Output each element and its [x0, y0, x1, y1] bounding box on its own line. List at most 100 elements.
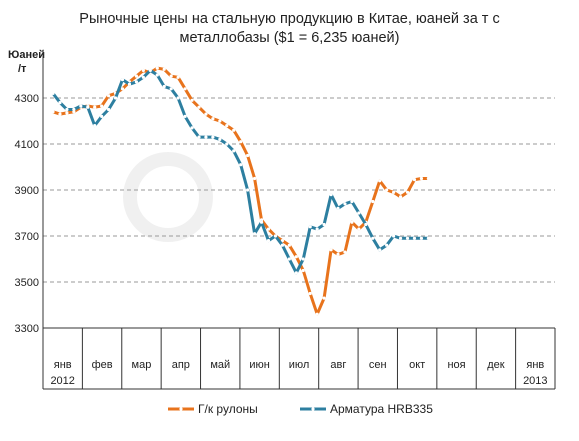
series-point	[343, 250, 347, 254]
legend-label: Г/к рулоны	[198, 402, 258, 416]
series-point	[280, 243, 284, 247]
series-point	[239, 140, 243, 144]
series-point	[148, 68, 152, 72]
series-point	[100, 104, 104, 108]
axis-layer: 3300 3500 3700 3900 4100 4300 янв 2012 фев мар апр…	[15, 50, 556, 390]
series-point	[336, 252, 340, 256]
series-point	[385, 243, 389, 247]
series-point	[113, 96, 118, 100]
y-tick-label: 3700	[15, 231, 39, 243]
series-point	[176, 96, 180, 100]
series-point	[51, 91, 55, 95]
series-point	[273, 234, 278, 238]
series-point	[100, 114, 104, 118]
series-point	[162, 84, 166, 89]
series-point	[225, 124, 229, 128]
x-tick-label: янв	[54, 359, 72, 371]
x-tick-label: июн	[249, 359, 269, 371]
series-point	[329, 193, 333, 197]
series-point	[294, 271, 298, 275]
x-year-label: 2013	[523, 375, 547, 387]
x-tick-label: май	[210, 359, 230, 371]
legend-swatch-marker	[179, 407, 183, 411]
x-tick-label: июл	[289, 359, 310, 371]
series-point	[120, 78, 125, 82]
series-point	[287, 243, 291, 247]
series-point	[225, 142, 229, 146]
y-axis-label: Юаней	[8, 49, 45, 61]
series-point	[280, 239, 284, 243]
series-point	[252, 176, 257, 181]
x-tick-label: ноя	[447, 359, 465, 371]
series-point	[246, 153, 250, 158]
series-point	[398, 195, 403, 199]
series-point	[405, 190, 410, 194]
series-point	[51, 110, 55, 114]
series-point	[176, 75, 180, 79]
x-tick-label: авг	[330, 359, 346, 371]
legend-label: Арматура HRB335	[330, 402, 433, 416]
series-point	[357, 227, 361, 231]
y-tick-label: 3500	[15, 277, 39, 289]
series-point	[183, 87, 187, 91]
series-point	[134, 80, 139, 84]
series-point	[252, 232, 257, 236]
series-point	[218, 119, 222, 123]
series-point	[65, 107, 69, 112]
x-tick-label: фев	[92, 359, 113, 371]
series-point	[392, 190, 396, 194]
x-tick-label: мар	[132, 359, 152, 371]
series-point	[127, 82, 132, 86]
series-layer	[51, 66, 430, 316]
series-point	[204, 135, 208, 139]
series-point	[371, 236, 375, 240]
x-tick-label: дек	[487, 359, 505, 371]
series-point	[197, 105, 201, 109]
series-point	[419, 236, 424, 240]
watermark-logo	[123, 152, 213, 242]
series-point	[239, 163, 243, 167]
series-point	[155, 73, 159, 77]
x-tick-label: окт	[409, 359, 425, 371]
series-point	[419, 176, 424, 181]
series-point	[169, 74, 173, 78]
series-point	[266, 227, 271, 231]
series-point	[155, 66, 159, 70]
series-point	[364, 222, 368, 227]
y-tick-label: 4100	[15, 139, 39, 151]
series-point	[350, 220, 354, 224]
chart-title-line1: Рыночные цены на стальную продукцию в Ки…	[79, 11, 500, 27]
series-point	[86, 105, 90, 109]
series-line-hot-rolled-coil	[52, 66, 429, 316]
series-point	[58, 112, 62, 116]
series-point	[426, 236, 430, 240]
series-point	[259, 220, 264, 224]
series-point	[107, 94, 111, 98]
series-point	[107, 107, 111, 112]
series-point	[259, 218, 264, 222]
series-point	[93, 124, 97, 128]
series-point	[385, 188, 389, 192]
y-tick-label: 4300	[15, 93, 39, 105]
series-point	[405, 236, 410, 240]
series-point	[183, 114, 187, 118]
series-point	[315, 312, 319, 316]
series-point	[204, 112, 208, 116]
series-point	[378, 179, 382, 183]
x-tick-label: янв	[526, 359, 544, 371]
series-point	[336, 206, 340, 210]
legend-swatch-marker	[311, 407, 315, 411]
series-point	[398, 236, 403, 240]
legend: Г/к рулоны Арматура HRB335	[168, 402, 433, 416]
series-point	[246, 188, 250, 192]
series-point	[197, 135, 201, 139]
series-point	[162, 67, 166, 71]
series-point	[141, 75, 145, 79]
series-point	[322, 296, 326, 300]
series-point	[371, 199, 375, 204]
x-tick-label: апр	[172, 359, 190, 371]
series-point	[211, 117, 215, 121]
series-point	[169, 87, 173, 91]
series-line-rebar	[51, 68, 429, 275]
